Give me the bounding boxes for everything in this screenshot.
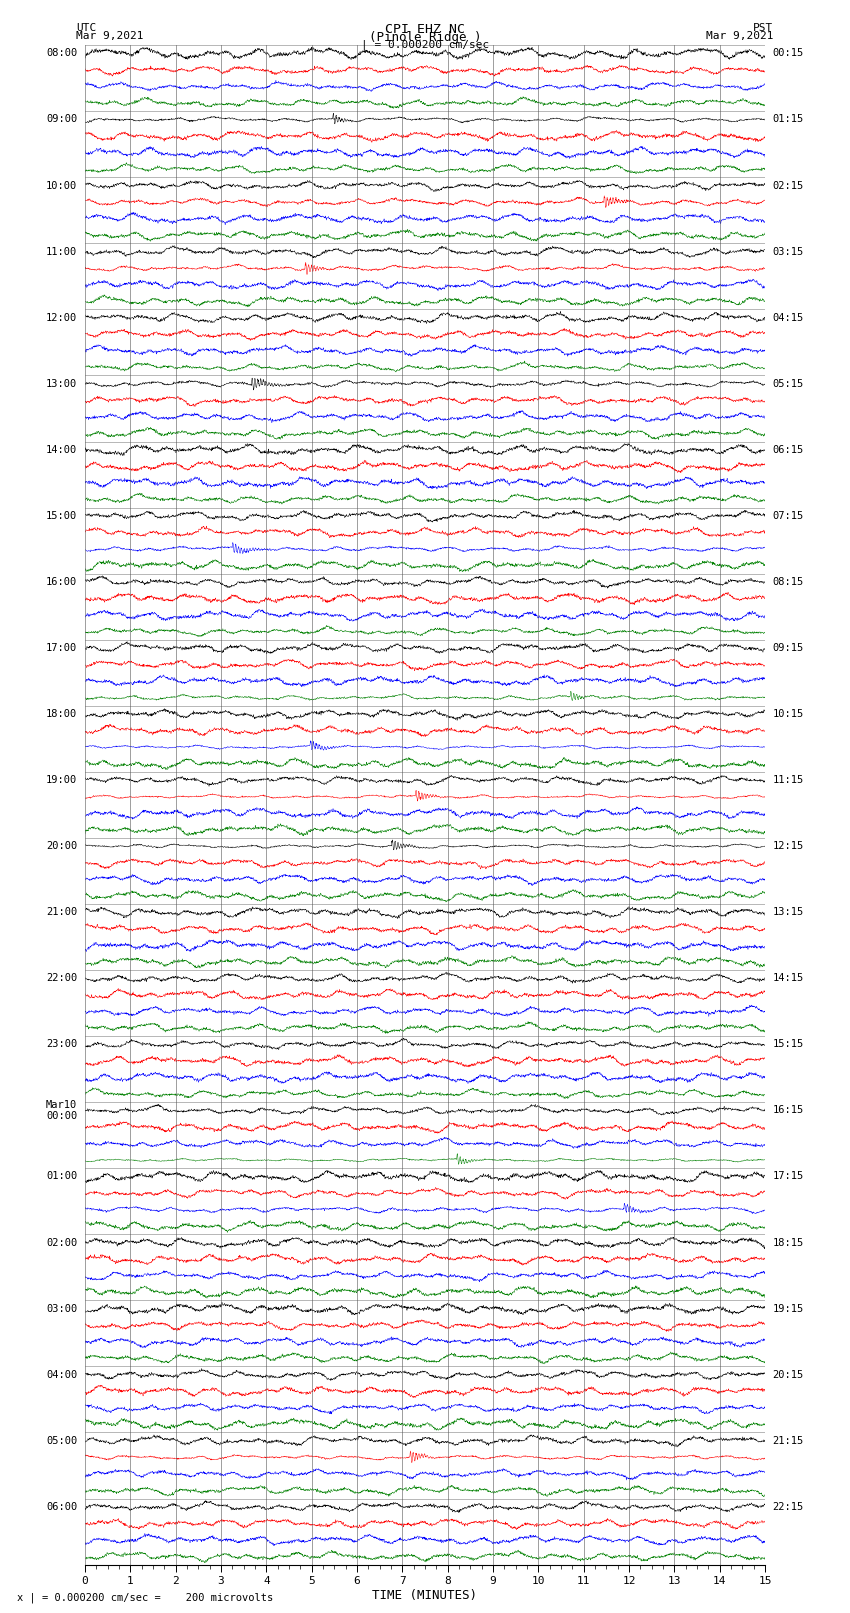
Text: Mar 9,2021: Mar 9,2021 <box>76 31 144 40</box>
Text: x | = 0.000200 cm/sec =    200 microvolts: x | = 0.000200 cm/sec = 200 microvolts <box>17 1592 273 1603</box>
Text: Mar 9,2021: Mar 9,2021 <box>706 31 774 40</box>
Text: (Pinole Ridge ): (Pinole Ridge ) <box>369 31 481 45</box>
Text: PST: PST <box>753 24 774 34</box>
X-axis label: TIME (MINUTES): TIME (MINUTES) <box>372 1589 478 1602</box>
Text: | = 0.000200 cm/sec: | = 0.000200 cm/sec <box>361 39 489 50</box>
Text: CPI EHZ NC: CPI EHZ NC <box>385 24 465 37</box>
Text: UTC: UTC <box>76 24 97 34</box>
